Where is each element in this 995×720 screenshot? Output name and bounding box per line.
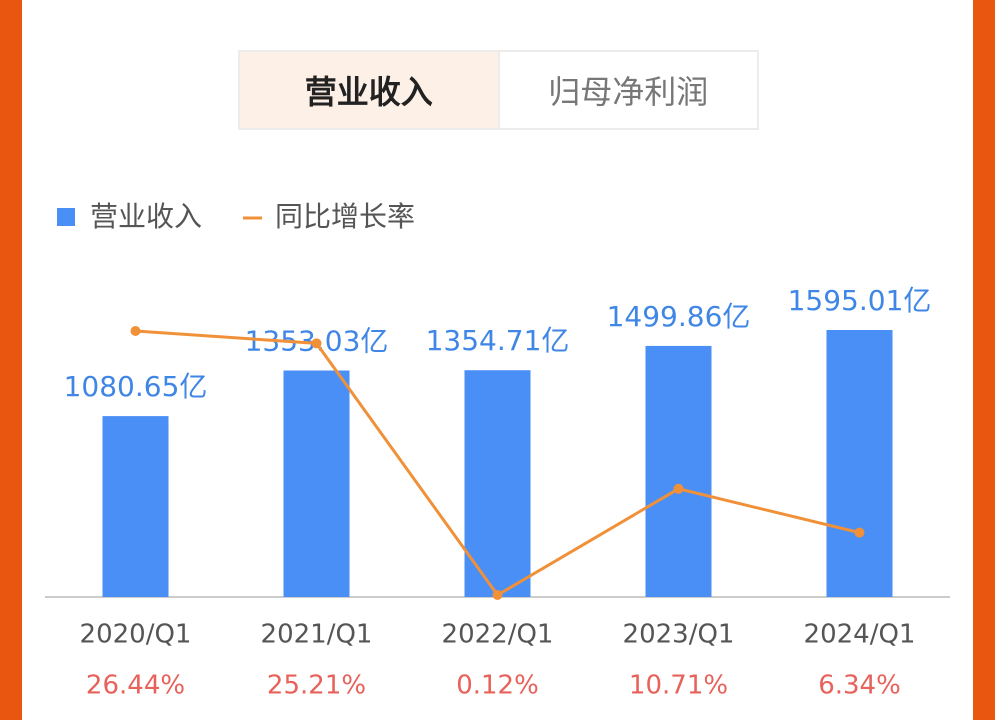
tab-bar: 营业收入 归母净利润: [238, 50, 759, 130]
value-label: 1499.86亿: [607, 300, 751, 333]
x-tick-label: 2023/Q1: [623, 620, 735, 650]
x-tick-label: 2022/Q1: [442, 620, 554, 650]
point: [311, 338, 322, 349]
bar: [464, 370, 531, 597]
value-label: 0.12%: [456, 671, 539, 701]
value-label: 1354.71亿: [426, 324, 570, 357]
right-border: [973, 0, 995, 720]
legend-swatch: [57, 208, 75, 226]
left-border: [0, 0, 22, 720]
point: [673, 483, 684, 494]
value-label: 10.71%: [629, 671, 728, 701]
legend-label: 营业收入: [90, 200, 202, 233]
bar: [102, 416, 169, 597]
point: [854, 527, 865, 538]
value-label: 1080.65亿: [64, 370, 208, 403]
value-label: 26.44%: [86, 671, 185, 701]
bar: [826, 330, 893, 597]
value-label: 6.34%: [818, 671, 901, 701]
value-label: 1595.01亿: [788, 284, 932, 317]
x-tick-label: 2024/Q1: [804, 620, 916, 650]
legend-label: 同比增长率: [275, 200, 415, 233]
x-tick-label: 2020/Q1: [80, 620, 192, 650]
point: [130, 326, 141, 336]
point: [492, 590, 503, 600]
tab[interactable]: 归母净利润: [548, 73, 709, 111]
bar: [645, 345, 712, 597]
value-label: 25.21%: [267, 671, 366, 701]
tab[interactable]: 营业收入: [240, 52, 500, 128]
bar: [283, 370, 350, 597]
x-tick-label: 2021/Q1: [261, 620, 373, 650]
